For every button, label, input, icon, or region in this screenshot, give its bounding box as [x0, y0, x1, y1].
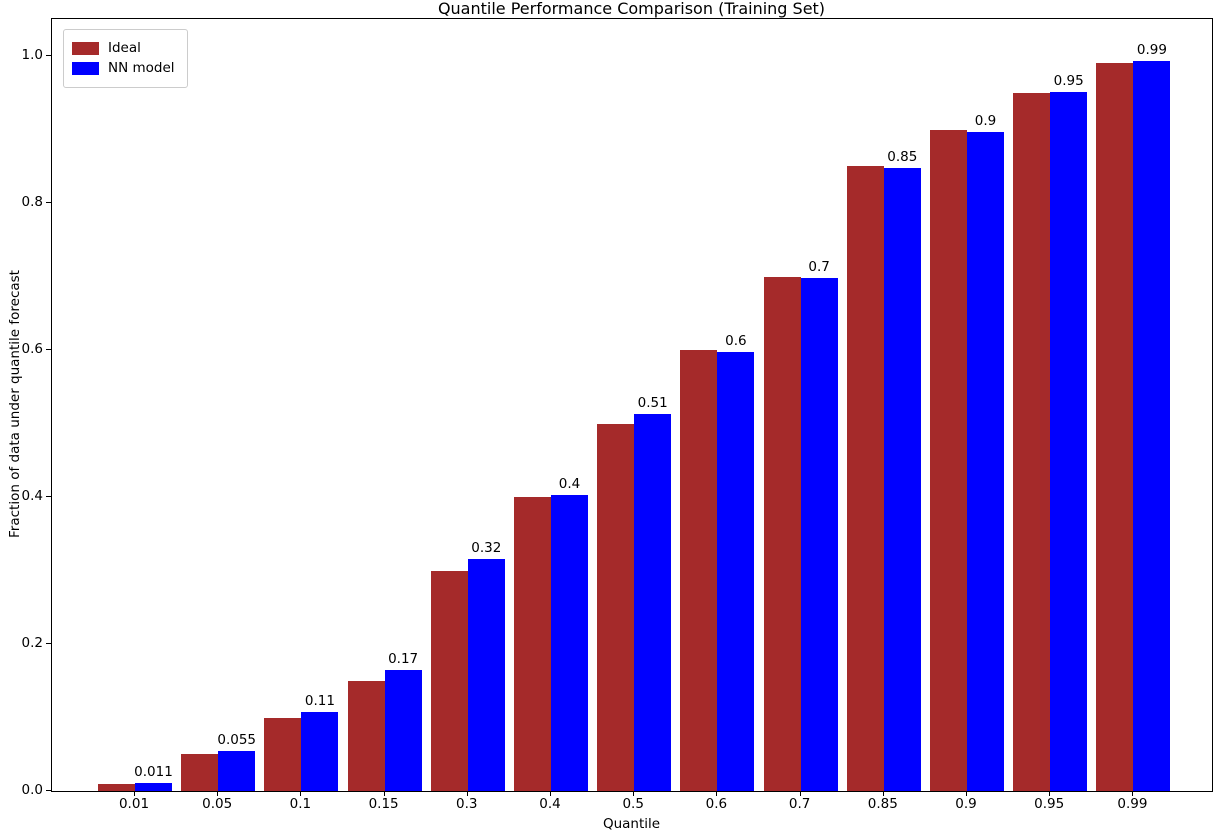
y-tick-mark — [46, 202, 51, 203]
x-tick-mark — [550, 791, 551, 796]
bar-ideal-0.1 — [264, 717, 302, 791]
bar-ideal-0.15 — [347, 680, 385, 791]
x-tick-label: 0.05 — [202, 796, 233, 812]
bar-value-label: 0.4 — [558, 475, 581, 492]
bar-value-label: 0.17 — [388, 650, 419, 667]
y-tick-label: 0.2 — [21, 635, 43, 651]
y-tick-mark — [46, 55, 51, 56]
y-tick-mark — [46, 496, 51, 497]
bar-nn-model-0.85 — [883, 168, 921, 791]
x-tick-mark — [633, 791, 635, 796]
bar-ideal-0.4 — [514, 497, 551, 791]
x-tick-mark — [134, 791, 135, 796]
bar-value-label: 0.6 — [725, 333, 747, 350]
bar-ideal-0.95 — [1013, 92, 1051, 791]
bar-ideal-0.5 — [597, 423, 635, 791]
x-tick-mark — [1049, 791, 1051, 796]
bar-value-label: 0.85 — [887, 149, 918, 166]
bar-value-label: 0.99 — [1136, 42, 1167, 59]
bar-nn-model-0.6 — [717, 352, 755, 791]
bar-nn-model-0.99 — [1133, 61, 1171, 791]
bar-value-label: 0.055 — [217, 731, 257, 748]
bar-ideal-0.9 — [930, 129, 967, 791]
legend-label-nn-model: NN model — [108, 60, 175, 76]
x-tick-label: 0.01 — [118, 796, 150, 812]
legend-entry-nn-model: NN model — [72, 60, 175, 77]
x-axis-label: Quantile — [602, 816, 661, 832]
x-tick-mark — [383, 791, 385, 796]
bar-value-label: 0.9 — [974, 112, 997, 129]
legend-entry-ideal: Ideal — [72, 40, 175, 57]
x-tick-label: 0.85 — [867, 796, 898, 812]
chart-title: Quantile Performance Comparison (Trainin… — [437, 0, 826, 18]
y-tick-mark — [46, 643, 51, 644]
bar-value-label: 0.51 — [637, 394, 668, 411]
legend-swatch-ideal — [72, 42, 99, 55]
x-tick-label: 0.15 — [368, 796, 399, 812]
x-tick-label: 0.3 — [456, 796, 478, 812]
bar-nn-model-0.01 — [135, 782, 172, 791]
bar-value-label: 0.11 — [304, 693, 335, 710]
x-tick-label: 0.5 — [622, 796, 644, 812]
legend-label-ideal: Ideal — [108, 40, 141, 56]
x-tick-mark — [217, 791, 219, 796]
y-tick-label: 0.0 — [21, 782, 43, 798]
plot-area: 0.011 0.055 0.11 0.17 0.32 0.4 0.51 0.6 0.7 0.85 0… — [51, 18, 1213, 792]
bar-ideal-0.05 — [181, 754, 219, 791]
y-tick-label: 1.0 — [21, 47, 43, 63]
bar-ideal-0.99 — [1096, 63, 1134, 791]
bar-nn-model-0.3 — [467, 559, 505, 791]
bar-value-label: 0.011 — [134, 763, 173, 780]
bar-nn-model-0.15 — [384, 669, 422, 791]
bar-value-label: 0.7 — [808, 258, 830, 275]
bar-nn-model-0.05 — [218, 750, 256, 791]
x-tick-label: 0.6 — [705, 796, 728, 812]
bar-nn-model-0.5 — [634, 413, 672, 791]
x-tick-mark — [799, 791, 801, 796]
y-tick-label: 0.4 — [21, 488, 43, 504]
x-tick-mark — [466, 791, 468, 796]
x-tick-label: 0.99 — [1117, 796, 1148, 812]
x-tick-label: 0.95 — [1034, 796, 1065, 812]
bar-nn-model-0.1 — [301, 712, 339, 791]
bar-nn-model-0.4 — [551, 494, 588, 791]
x-tick-mark — [716, 791, 718, 796]
bar-nn-model-0.7 — [800, 277, 838, 791]
bar-nn-model-0.9 — [967, 131, 1004, 791]
x-tick-label: 0.4 — [539, 796, 561, 812]
y-tick-label: 0.8 — [21, 194, 43, 210]
bar-ideal-0.6 — [680, 350, 718, 791]
x-tick-mark — [966, 791, 967, 796]
bar-ideal-0.01 — [98, 783, 135, 791]
x-tick-label: 0.7 — [788, 796, 811, 812]
x-tick-label: 0.1 — [289, 796, 312, 812]
x-tick-mark — [1132, 791, 1134, 796]
legend: Ideal NN model — [63, 29, 188, 88]
bar-value-label: 0.95 — [1053, 73, 1084, 90]
bar-ideal-0.7 — [763, 276, 801, 791]
bar-ideal-0.3 — [430, 570, 468, 791]
y-tick-label: 0.6 — [21, 341, 43, 357]
legend-swatch-nn-model — [72, 62, 99, 75]
bar-ideal-0.85 — [846, 166, 884, 791]
x-tick-mark — [882, 791, 884, 796]
y-tick-mark — [46, 790, 51, 791]
bar-nn-model-0.95 — [1050, 92, 1088, 791]
bar-value-label: 0.32 — [471, 540, 502, 557]
x-tick-mark — [300, 791, 302, 796]
y-tick-mark — [46, 349, 51, 350]
x-tick-label: 0.9 — [955, 796, 977, 812]
